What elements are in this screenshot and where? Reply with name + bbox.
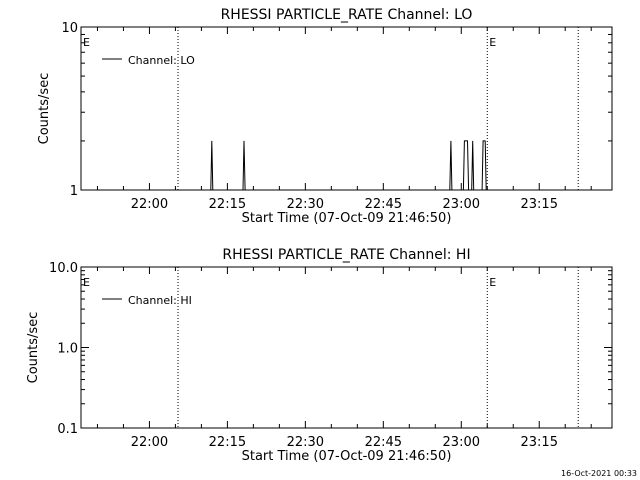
x-axis-label: Start Time (07-Oct-09 21:46:50) bbox=[242, 449, 452, 464]
event-marker-label: E bbox=[489, 276, 496, 289]
x-tick-label: 23:00 bbox=[443, 435, 480, 450]
event-marker-label: E bbox=[83, 276, 90, 289]
plot-frame bbox=[80, 26, 613, 191]
x-tick-label: 22:00 bbox=[131, 435, 168, 450]
x-tick-label: 22:00 bbox=[131, 197, 168, 212]
chart-panel-lo: RHESSI PARTICLE_RATE Channel: LO 22:00 22:… bbox=[37, 7, 613, 226]
y-tick-label: 0.1 bbox=[57, 422, 78, 437]
x-tick-label: 22:30 bbox=[287, 197, 324, 212]
x-axis-label: Start Time (07-Oct-09 21:46:50) bbox=[242, 211, 452, 226]
x-tick-label: 23:00 bbox=[443, 197, 480, 212]
x-tick-label: 22:45 bbox=[365, 435, 402, 450]
event-marker-label: E bbox=[83, 36, 90, 49]
footer-timestamp: 16-Oct-2021 00:33 bbox=[561, 469, 637, 478]
y-tick-label: 10 bbox=[61, 21, 78, 36]
x-tick-label: 23:15 bbox=[521, 435, 558, 450]
plot-frame bbox=[80, 266, 613, 429]
chart-title: RHESSI PARTICLE_RATE Channel: HI bbox=[222, 247, 470, 263]
y-axis-label: Counts/sec bbox=[37, 73, 52, 145]
chart-title: RHESSI PARTICLE_RATE Channel: LO bbox=[221, 7, 473, 23]
y-tick-label: 1.0 bbox=[57, 342, 78, 357]
x-tick-label: 22:45 bbox=[365, 197, 402, 212]
legend-entry: Channel: HI bbox=[128, 294, 192, 307]
y-tick-label: 10.0 bbox=[49, 261, 78, 276]
chart-panel-hi: RHESSI PARTICLE_RATE Channel: HI 22:00 22:… bbox=[26, 247, 613, 464]
event-marker-label: E bbox=[489, 36, 496, 49]
x-tick-label: 22:15 bbox=[209, 435, 246, 450]
x-tick-label: 22:30 bbox=[287, 435, 324, 450]
x-tick-label: 23:15 bbox=[521, 197, 558, 212]
x-tick-label: 22:15 bbox=[209, 197, 246, 212]
y-tick-label: 1 bbox=[70, 184, 78, 199]
legend-entry: Channel: LO bbox=[128, 54, 195, 67]
series-line bbox=[81, 140, 612, 191]
y-axis-label: Counts/sec bbox=[26, 312, 41, 384]
